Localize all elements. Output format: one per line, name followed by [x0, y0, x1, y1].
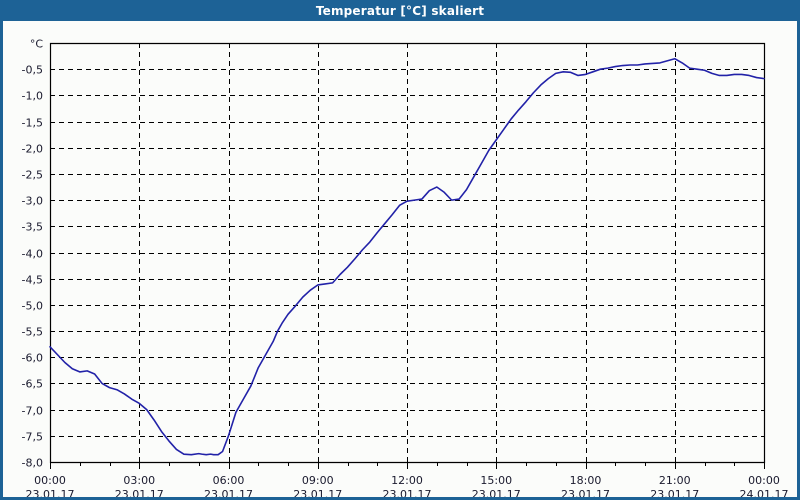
x-axis-time-label: 06:00 — [213, 474, 245, 487]
x-axis-date-label: 24.01.17 — [740, 488, 789, 497]
x-axis-time-label: 12:00 — [391, 474, 423, 487]
y-axis-tick-label: -0,5 — [22, 64, 43, 77]
y-axis-tick-label: -8,0 — [22, 457, 43, 470]
x-axis-tick-marks — [50, 462, 765, 469]
y-axis-tick-label: -5,0 — [22, 300, 43, 313]
y-axis-tick-labels: °C -0,5 -1,0 -1,5 -2,0 -2,5 -3,0 -3,5 -4,0 -4,5 -5… — [22, 38, 44, 470]
x-axis-date-label: 23.01.17 — [650, 488, 699, 497]
plot-frame — [49, 42, 766, 464]
window-title-bar: Temperatur [°C] skaliert — [3, 0, 797, 21]
temperature-line — [49, 57, 765, 456]
y-axis-tick-label: -7,5 — [22, 431, 43, 444]
x-axis-time-label: 00:00 — [748, 474, 780, 487]
vertical-gridlines — [139, 43, 676, 462]
y-axis-tick-label: -4,5 — [22, 274, 43, 287]
x-axis-time-label: 03:00 — [123, 474, 155, 487]
y-axis-tick-label: -5,5 — [22, 326, 43, 339]
x-axis-date-label: 23.01.17 — [293, 488, 342, 497]
y-axis-tick-label: -3,0 — [22, 195, 43, 208]
plot-container: °C -0,5 -1,0 -1,5 -2,0 -2,5 -3,0 -3,5 -4,0 -4,5 -5… — [3, 21, 797, 498]
y-axis-tick-label: -7,0 — [22, 405, 43, 418]
y-axis-tick-label: -2,0 — [22, 143, 43, 156]
y-axis-tick-label: -4,0 — [22, 248, 43, 261]
x-axis-time-label: 15:00 — [480, 474, 512, 487]
y-axis-unit-label: °C — [30, 38, 44, 51]
x-axis-time-label: 21:00 — [659, 474, 691, 487]
temperature-line-chart: °C -0,5 -1,0 -1,5 -2,0 -2,5 -3,0 -3,5 -4,0 -4,5 -5… — [22, 38, 789, 498]
page-title: Temperatur [°C] skaliert — [315, 3, 485, 18]
x-axis-tick-labels: 00:0023.01.1703:0023.01.1706:0023.01.170… — [26, 474, 789, 497]
y-axis-tick-label: -6,5 — [22, 378, 43, 391]
x-axis-time-label: 00:00 — [34, 474, 66, 487]
y-axis-tick-label: -2,5 — [22, 169, 43, 182]
x-axis-date-label: 23.01.17 — [115, 488, 164, 497]
x-axis-date-label: 23.01.17 — [204, 488, 253, 497]
x-axis-date-label: 23.01.17 — [561, 488, 610, 497]
x-axis-time-label: 18:00 — [570, 474, 602, 487]
data-series-group — [49, 57, 765, 456]
x-axis-date-label: 23.01.17 — [383, 488, 432, 497]
horizontal-gridlines — [50, 43, 764, 437]
y-axis-tick-label: -3,5 — [22, 221, 43, 234]
y-axis-tick-label: -1,0 — [22, 90, 43, 103]
y-axis-tick-label: -1,5 — [22, 117, 43, 130]
y-axis-tick-label: -6,0 — [22, 352, 43, 365]
x-axis-date-label: 23.01.17 — [26, 488, 75, 497]
x-axis-time-label: 09:00 — [302, 474, 334, 487]
x-axis-date-label: 23.01.17 — [472, 488, 521, 497]
